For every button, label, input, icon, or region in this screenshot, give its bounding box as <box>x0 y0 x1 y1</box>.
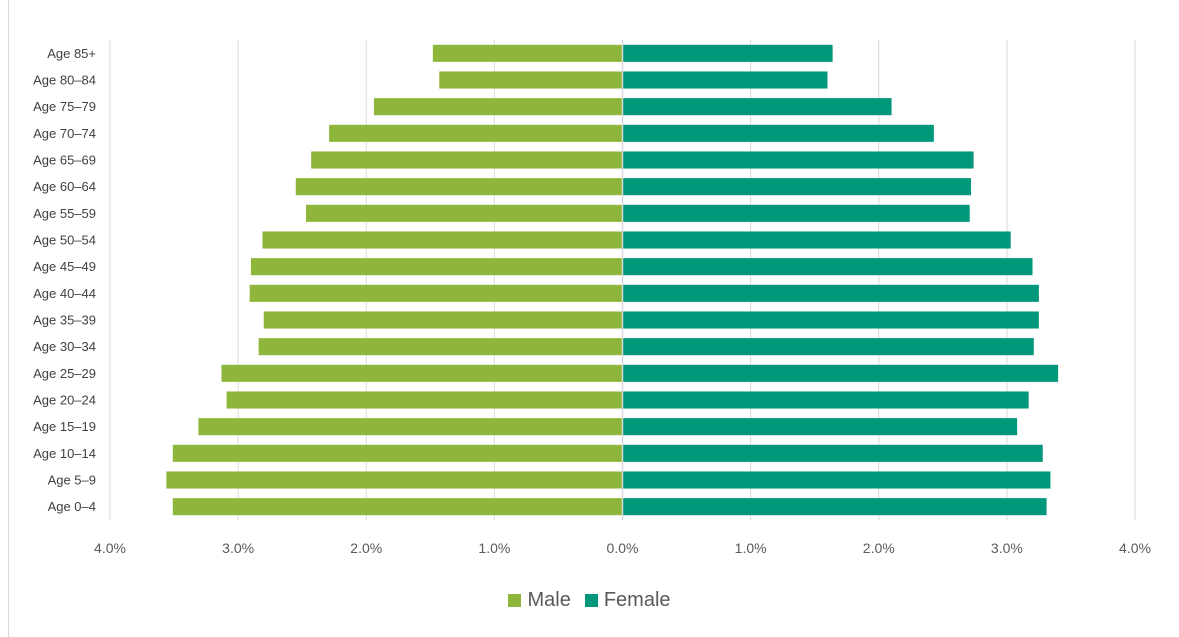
legend-swatch-male <box>508 594 522 607</box>
bar-female <box>622 338 1034 356</box>
bar-male <box>262 231 623 249</box>
bar-male <box>439 71 623 89</box>
legend-label-male: Male <box>527 589 571 611</box>
bar-male <box>263 311 623 329</box>
bar-male <box>172 498 623 516</box>
x-tick-label: 4.0% <box>1119 540 1151 556</box>
x-tick-label: 2.0% <box>350 540 382 556</box>
y-category-label: Age 5–9 <box>48 473 96 488</box>
bar-female <box>622 204 970 222</box>
y-category-label: Age 40–44 <box>33 286 96 301</box>
bar-female <box>622 231 1011 249</box>
bar-male <box>329 124 623 142</box>
bar-male <box>166 471 623 489</box>
y-category-label: Age 25–29 <box>33 366 96 381</box>
y-category-label: Age 80–84 <box>33 73 96 88</box>
bar-male <box>311 151 623 169</box>
bar-male <box>258 338 623 356</box>
y-category-label: Age 0–4 <box>48 499 96 514</box>
bar-female <box>622 151 974 169</box>
bar-female <box>622 284 1039 302</box>
bar-male <box>226 391 623 409</box>
y-category-label: Age 10–14 <box>33 446 96 461</box>
bar-female <box>622 471 1051 489</box>
bar-male <box>249 284 623 302</box>
x-tick-label: 4.0% <box>94 540 126 556</box>
y-category-label: Age 50–54 <box>33 233 96 248</box>
chart-frame <box>8 0 1179 637</box>
x-tick-label: 3.0% <box>222 540 254 556</box>
bar-female <box>622 498 1047 516</box>
bar-female <box>622 444 1043 462</box>
bar-female <box>622 311 1039 329</box>
bar-female <box>622 391 1029 409</box>
y-category-label: Age 20–24 <box>33 393 96 408</box>
bar-male <box>295 178 623 196</box>
x-tick-label: 1.0% <box>735 540 767 556</box>
legend-item-male: Male <box>508 589 571 612</box>
bar-female <box>622 124 934 142</box>
y-category-label: Age 30–34 <box>33 339 96 354</box>
bar-male <box>432 44 623 62</box>
bar-male <box>373 98 623 116</box>
bar-female <box>622 71 828 89</box>
bar-female <box>622 258 1033 276</box>
x-tick-label: 2.0% <box>863 540 895 556</box>
legend-swatch-female <box>584 594 598 607</box>
y-category-label: Age 70–74 <box>33 126 96 141</box>
x-tick-label: 3.0% <box>991 540 1023 556</box>
bar-male <box>250 258 623 276</box>
y-category-label: Age 75–79 <box>33 99 96 114</box>
bar-male <box>172 444 623 462</box>
bar-female <box>622 364 1059 382</box>
y-category-label: Age 35–39 <box>33 313 96 328</box>
y-category-label: Age 85+ <box>47 46 96 61</box>
bar-female <box>622 178 971 196</box>
y-category-label: Age 65–69 <box>33 153 96 168</box>
bar-female <box>622 44 833 62</box>
y-category-label: Age 15–19 <box>33 419 96 434</box>
y-category-label: Age 60–64 <box>33 179 96 194</box>
x-tick-label: 1.0% <box>478 540 510 556</box>
bar-female <box>622 418 1018 436</box>
y-category-label: Age 45–49 <box>33 259 96 274</box>
legend-item-female: Female <box>584 589 671 612</box>
legend-label-female: Female <box>603 589 671 611</box>
y-category-label: Age 55–59 <box>33 206 96 221</box>
bar-male <box>306 204 623 222</box>
x-tick-label: 0.0% <box>607 540 639 556</box>
bar-female <box>622 98 892 116</box>
bar-male <box>198 418 623 436</box>
bar-male <box>221 364 623 382</box>
chart-legend: Male Female <box>0 589 1179 612</box>
